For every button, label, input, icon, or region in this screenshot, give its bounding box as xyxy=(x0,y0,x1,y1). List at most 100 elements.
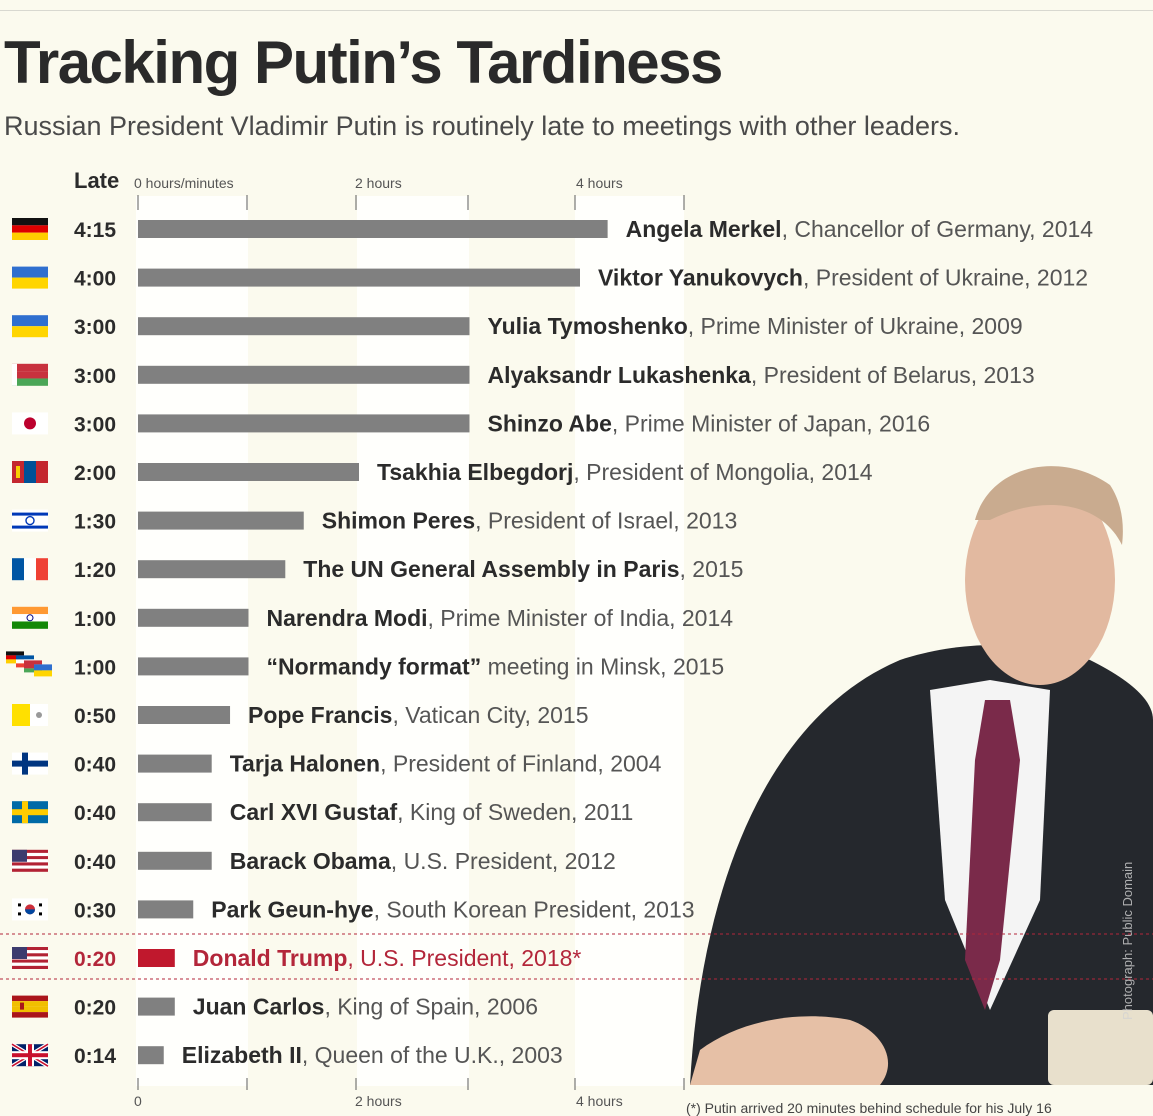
top-rule xyxy=(0,10,1153,11)
bar-row: 0:40 Carl XVI Gustaf, King of Sweden, 201… xyxy=(12,799,633,825)
flag-stripe xyxy=(12,852,48,857)
flag-stripe xyxy=(6,659,24,664)
leader-name: Donald Trump xyxy=(193,945,348,971)
flag-stripe xyxy=(12,315,48,327)
leader-name: Tsakhia Elbegdorj xyxy=(377,459,573,485)
leader-name: Shimon Peres xyxy=(322,508,475,534)
flag-disc xyxy=(24,417,36,430)
bar-row: 4:15 Angela Merkel, Chancellor of Germany… xyxy=(12,216,1093,242)
bar-label: Donald Trump, U.S. President, 2018* xyxy=(193,945,582,971)
flag-trigram xyxy=(18,912,21,916)
grid-band xyxy=(357,196,469,1086)
meeting-description: , Prime Minister of India, 2014 xyxy=(428,605,734,631)
face xyxy=(965,475,1115,685)
late-time-label: 4:15 xyxy=(74,219,116,242)
bar-label: Tarja Halonen, President of Finland, 200… xyxy=(230,751,662,777)
grid-band xyxy=(136,196,248,1086)
finland-flag xyxy=(12,752,48,775)
flag-stripe xyxy=(12,326,48,338)
bar-label: Juan Carlos, King of Spain, 2006 xyxy=(193,994,538,1020)
flag-stripe xyxy=(6,655,24,660)
bar-row: 3:00 Shinzo Abe, Prime Minister of Japan,… xyxy=(12,410,930,436)
flag-stripe xyxy=(16,655,34,660)
bar-label: Carl XVI Gustaf, King of Sweden, 2011 xyxy=(230,799,634,825)
photo-credit: Photograph: Public Domain xyxy=(1120,861,1135,1020)
bar xyxy=(138,803,212,822)
bottom-axis: 0 2 hours 4 hours xyxy=(134,1078,685,1109)
meeting-description: , President of Belarus, 2013 xyxy=(751,362,1035,388)
flag-stripe xyxy=(34,670,52,677)
flag-cross xyxy=(12,760,48,767)
flag-stripe xyxy=(34,664,52,671)
flag-stripe xyxy=(12,225,48,233)
late-time-label: 0:14 xyxy=(74,1045,116,1068)
late-time-label: 3:00 xyxy=(74,413,116,436)
leader-name: Tarja Halonen xyxy=(230,751,380,777)
flag-trigram xyxy=(18,903,21,907)
bar-label: The UN General Assembly in Paris, 2015 xyxy=(303,556,743,582)
late-time-label: 0:30 xyxy=(74,899,116,922)
meeting-description: , 2015 xyxy=(680,556,744,582)
bar-row: 0:40 Tarja Halonen, President of Finland,… xyxy=(12,751,662,777)
bar xyxy=(138,706,231,724)
japan-flag xyxy=(12,412,48,435)
bar xyxy=(138,754,212,773)
late-time-label: 0:20 xyxy=(74,997,116,1020)
flag-stripe xyxy=(12,959,48,963)
bar xyxy=(138,1046,164,1065)
meeting-description: , President of Mongolia, 2014 xyxy=(573,459,872,485)
south-korea-flag xyxy=(12,898,48,921)
late-time-label: 1:00 xyxy=(74,608,116,631)
flag-stripe xyxy=(12,962,48,966)
late-time-label: 4:00 xyxy=(74,268,116,291)
bar-row: 0:50 Pope Francis, Vatican City, 2015 xyxy=(12,702,589,728)
flag-stripe xyxy=(12,378,48,386)
israel-flag xyxy=(12,509,48,532)
leader-name: Viktor Yanukovych xyxy=(598,265,803,291)
bar xyxy=(138,657,249,676)
bar-row: 2:00 Tsakhia Elbegdorj, President of Mong… xyxy=(12,459,873,485)
spain-flag xyxy=(12,995,48,1018)
bar-label: Angela Merkel, Chancellor of Germany, 20… xyxy=(626,216,1094,242)
flag-stripe xyxy=(12,995,48,1002)
late-time-label: 3:00 xyxy=(74,316,116,339)
bar-row: 4:00 Viktor Yanukovych, President of Ukra… xyxy=(12,265,1088,291)
bar-row: 0:30 Park Geun-hye, South Korean Presiden… xyxy=(12,896,695,922)
leader-name: Yulia Tymoshenko xyxy=(488,313,688,339)
bar xyxy=(138,365,470,384)
leader-name: The UN General Assembly in Paris xyxy=(303,556,679,582)
late-column-label: Late xyxy=(74,168,119,193)
leader-name: “Normandy format” xyxy=(267,653,482,679)
flag-stripe xyxy=(12,558,24,581)
meeting-description: , Prime Minister of Japan, 2016 xyxy=(612,410,930,436)
bar-label: Park Geun-hye, South Korean President, 2… xyxy=(211,896,694,922)
flag-soyombo xyxy=(16,466,20,478)
leader-name: Shinzo Abe xyxy=(488,410,612,436)
flag-stripe xyxy=(24,660,42,665)
meeting-description: , Chancellor of Germany, 2014 xyxy=(782,216,1094,242)
footnote: (*) Putin arrived 20 minutes behind sche… xyxy=(686,1100,1052,1116)
flag-cross xyxy=(12,809,48,816)
leader-name: Alyaksandr Lukashenka xyxy=(488,362,752,388)
meeting-description: , King of Sweden, 2011 xyxy=(397,799,633,825)
flag-stripe xyxy=(12,371,48,379)
bar-label: Alyaksandr Lukashenka, President of Bela… xyxy=(488,362,1035,388)
flag-stripe xyxy=(36,558,48,581)
flag-stripe xyxy=(12,859,48,863)
meeting-description: , King of Spain, 2006 xyxy=(324,994,538,1020)
late-time-label: 1:30 xyxy=(74,511,116,534)
belarus-flag xyxy=(12,363,48,386)
sweden-flag xyxy=(12,801,48,824)
bar xyxy=(138,317,470,336)
bar xyxy=(138,414,470,433)
late-time-label: 1:20 xyxy=(74,559,116,582)
meeting-description: , President of Ukraine, 2012 xyxy=(803,265,1088,291)
bar xyxy=(138,511,304,530)
flag-stripe xyxy=(12,614,48,622)
grid-band xyxy=(575,196,684,1086)
bar xyxy=(138,949,175,967)
late-time-label: 0:40 xyxy=(74,754,116,777)
bar-row: 1:30 Shimon Peres, President of Israel, 2… xyxy=(12,508,737,534)
bar xyxy=(138,463,359,481)
flag-stripe xyxy=(12,621,48,629)
